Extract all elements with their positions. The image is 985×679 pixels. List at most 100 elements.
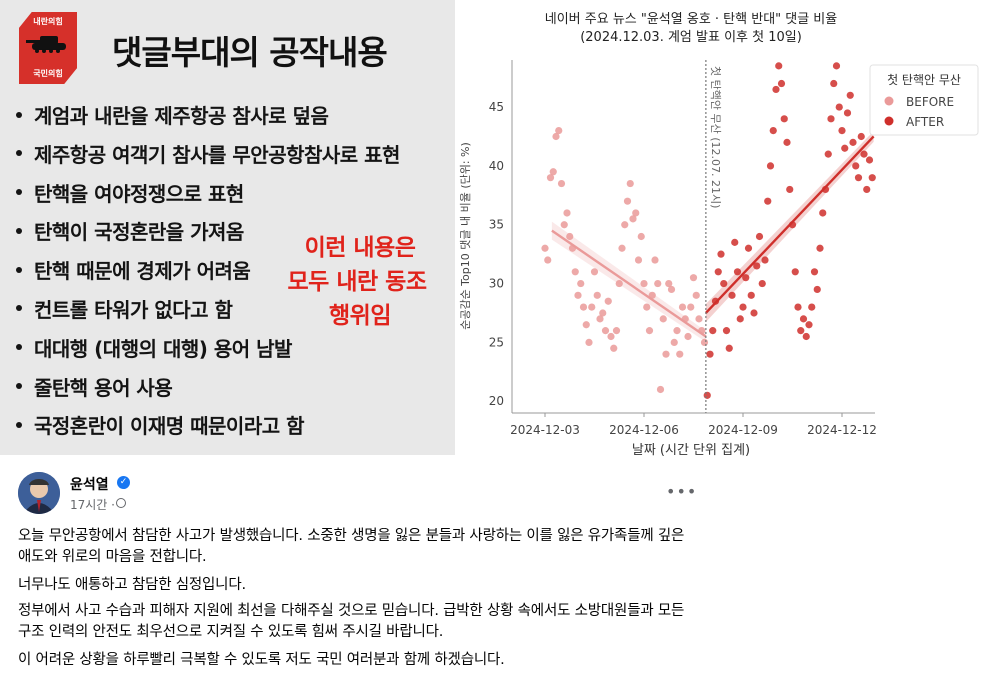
legend-marker-before (884, 96, 894, 106)
data-point-before (574, 291, 582, 299)
note-line-1: 이런 내용은 (304, 235, 416, 261)
data-point-before (571, 268, 579, 276)
data-point-before (673, 327, 681, 335)
legend-marker-after (884, 116, 894, 126)
more-options-icon[interactable]: ••• (666, 482, 698, 501)
data-point-after (852, 162, 860, 170)
y-tick-label: 40 (489, 159, 504, 173)
data-points (541, 62, 876, 399)
data-point-after (849, 138, 857, 146)
chart-legend: 첫 탄핵안 무산 BEFORE AFTER (869, 64, 979, 136)
data-point-after (824, 150, 832, 158)
x-tick-label: 2024-12-09 (708, 423, 778, 437)
data-point-before (689, 274, 698, 282)
data-point-before (604, 297, 612, 305)
data-point-before (588, 303, 596, 311)
data-point-after (810, 268, 819, 276)
data-point-after (780, 115, 788, 123)
bullet-item: 대대행 (대행의 대행) 용어 남발 (16, 333, 400, 372)
data-point-after (863, 185, 871, 194)
post-paragraph: 이 어려운 상황을 하루빨리 극복할 수 있도록 저도 국민 여러분과 함께 하… (18, 652, 505, 668)
avatar[interactable] (18, 472, 60, 514)
data-point-after (742, 274, 750, 282)
data-point-after (808, 303, 816, 311)
data-point-before (700, 338, 709, 346)
legend-label-before: BEFORE (906, 95, 954, 109)
y-tick-label: 35 (489, 218, 504, 232)
tank-icon (26, 36, 66, 53)
data-point-after (739, 303, 747, 311)
data-point-before (557, 179, 566, 188)
data-point-before (615, 279, 623, 288)
scatter-chart: 네이버 주요 뉴스 "윤석열 옹호 · 탄핵 반대" 댓글 비율 (2024.1… (459, 12, 979, 458)
data-point-after (777, 79, 786, 88)
data-point-before (695, 315, 703, 323)
data-point-after (736, 315, 744, 323)
post-paragraph: 오늘 무안공항에서 참담한 사고가 발생했습니다. 소중한 생명을 잃은 분들과… (18, 528, 685, 565)
bullet-item: 탄핵이 국정혼란을 가져옴 (16, 216, 400, 255)
author-name[interactable]: 윤석열 (70, 477, 109, 493)
data-point-before (676, 350, 684, 358)
data-point-before (670, 338, 678, 346)
data-point-before (678, 303, 687, 311)
data-point-before (607, 332, 615, 341)
data-point-after (832, 62, 841, 70)
data-point-after (753, 262, 761, 270)
data-point-before (654, 279, 662, 288)
data-point-before (552, 132, 560, 141)
data-point-after (791, 268, 799, 276)
data-point-after (783, 138, 791, 146)
data-point-after (720, 279, 728, 288)
data-point-after (802, 332, 810, 341)
left-card: 내란의힘 국민의힘 댓글부대의 공작내용 계엄과 내란을 제주항공 참사로 덮음… (0, 0, 455, 455)
data-point-before (566, 232, 574, 241)
data-point-before (684, 332, 692, 341)
data-point-after (761, 256, 769, 264)
data-point-after (827, 115, 835, 123)
data-point-before (541, 244, 549, 252)
party-badge: 내란의힘 국민의힘 (19, 12, 77, 84)
y-tick-label: 20 (489, 394, 504, 408)
data-point-after (764, 197, 772, 205)
data-point-before (544, 256, 552, 264)
bullet-item: 컨트롤 타워가 없다고 함 (16, 294, 400, 333)
data-point-after (728, 291, 736, 299)
data-point-after (722, 327, 731, 335)
data-point-before (610, 344, 618, 352)
data-point-before (579, 303, 588, 311)
data-point-before (692, 291, 700, 299)
bullet-item: 제주항공 여객기 참사를 무안공항참사로 표현 (16, 139, 400, 178)
data-point-before (634, 256, 643, 264)
data-point-after (744, 244, 753, 252)
data-point-after (846, 91, 854, 99)
trend-line-before (551, 229, 707, 338)
data-point-before (601, 327, 610, 335)
data-point-after (830, 79, 838, 88)
x-tick-label: 2024-12-06 (609, 423, 679, 437)
badge-top-text: 내란의힘 (33, 17, 63, 26)
data-point-after (841, 144, 849, 152)
data-point-before (618, 244, 626, 252)
data-point-after (717, 250, 725, 258)
data-point-before (582, 321, 590, 329)
data-point-before (612, 327, 621, 335)
bullet-list: 계엄과 내란을 제주항공 참사로 덮음 제주항공 여객기 참사를 무안공항참사로… (16, 100, 400, 449)
data-point-after (766, 162, 775, 170)
data-point-after (769, 127, 777, 135)
data-point-before (637, 232, 645, 241)
trend-line-after (705, 135, 875, 314)
chart-axes (511, 60, 875, 414)
post-paragraph: 정부에서 사고 수습과 피해자 지원에 최선을 다해주실 것으로 믿습니다. 급… (18, 603, 685, 640)
data-point-before (659, 315, 667, 323)
data-point-after (805, 321, 813, 329)
data-point-after (868, 174, 876, 182)
data-point-after (758, 279, 766, 288)
post-timestamp[interactable]: 17시간 · (70, 498, 115, 512)
data-point-after (794, 303, 802, 311)
data-point-before (560, 221, 568, 229)
data-point-after (731, 238, 739, 246)
data-point-before (667, 285, 676, 294)
bullet-item: 탄핵을 여야정쟁으로 표현 (16, 178, 400, 217)
data-point-after (819, 209, 827, 217)
data-point-after (860, 150, 868, 158)
